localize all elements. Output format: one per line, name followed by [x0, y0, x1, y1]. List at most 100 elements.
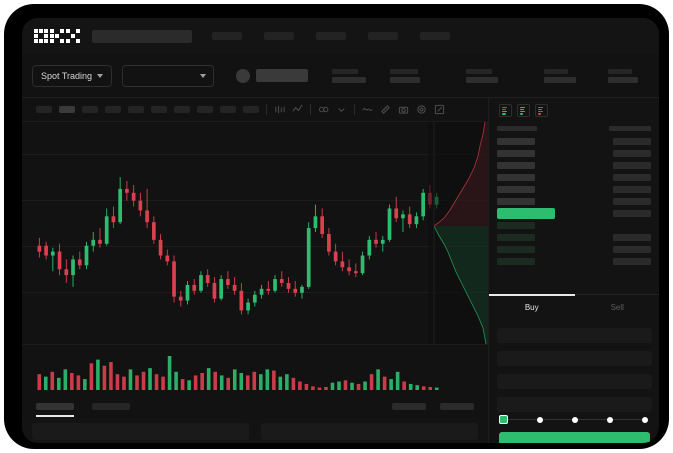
bottom-action-1[interactable] [440, 402, 474, 410]
stat-label [544, 68, 569, 74]
tab-buy[interactable]: Buy [489, 294, 575, 320]
gridline [22, 154, 488, 155]
stat-value [390, 76, 421, 83]
chevron-down-icon [200, 73, 207, 78]
candlestick-chart-icon[interactable] [274, 104, 285, 115]
orderbook-spread-row[interactable] [497, 207, 651, 219]
tab-sell[interactable]: Sell [575, 295, 660, 320]
spot-trading-button[interactable]: Spot Trading [32, 64, 113, 87]
nav-item-1[interactable] [264, 32, 294, 40]
slider-handle[interactable] [499, 415, 508, 424]
order-field-2[interactable] [497, 374, 652, 389]
orderbook-header [497, 126, 651, 131]
candlestick-series [37, 177, 439, 315]
bottom-tab-0[interactable] [36, 402, 74, 417]
slider-stop-100[interactable] [642, 416, 648, 423]
device-bezel: Spot Trading [4, 4, 669, 449]
stat-value [608, 76, 639, 83]
orderbook-ask-row[interactable] [497, 171, 651, 183]
order-field-0[interactable] [497, 328, 652, 343]
orderbook-ask-row[interactable] [497, 183, 651, 195]
timeframe-4[interactable] [128, 106, 144, 113]
orderbook-ask-row[interactable] [497, 147, 651, 159]
timeframe-6[interactable] [174, 106, 190, 113]
bottom-box-1[interactable] [261, 423, 478, 440]
slider-stop-25[interactable] [537, 416, 543, 423]
stat-value [544, 76, 577, 83]
timeframe-3[interactable] [105, 106, 121, 113]
orderbook-bid-row[interactable] [497, 255, 651, 267]
buy-sell-tabs: Buy Sell [489, 294, 659, 320]
depth-chart-overlay [428, 122, 488, 344]
nav-item-0[interactable] [212, 32, 242, 40]
top-navigation-bar [22, 18, 659, 54]
pair-avatar [236, 68, 251, 83]
bottom-bar [22, 418, 488, 443]
timeframe-2[interactable] [82, 106, 98, 113]
timeframe-7[interactable] [197, 106, 213, 113]
timeframe-8[interactable] [220, 106, 236, 113]
search-input[interactable] [92, 29, 192, 43]
ruler-icon[interactable] [380, 104, 391, 115]
orderbook-bids-icon[interactable] [517, 104, 530, 117]
stat-1 [390, 68, 421, 83]
fullscreen-icon[interactable] [434, 104, 445, 115]
orderbook-header-price [497, 126, 537, 131]
stat-label [608, 68, 633, 74]
order-field-1[interactable] [497, 351, 652, 366]
stat-3 [544, 68, 577, 83]
wave-chart-icon[interactable] [362, 104, 373, 115]
indicators-icon[interactable] [318, 104, 329, 115]
gridline [22, 246, 488, 247]
bottom-action-0[interactable] [392, 402, 426, 410]
okx-logo[interactable] [34, 29, 80, 43]
slider-stop-75[interactable] [607, 416, 613, 423]
chevron-down-icon [97, 73, 104, 78]
volume-series [37, 356, 439, 390]
trading-pair-select[interactable] [122, 64, 215, 87]
tab-buy-label: Buy [524, 303, 539, 312]
price-chart[interactable] [22, 122, 488, 344]
chevron-down-icon[interactable] [336, 104, 347, 115]
toolbar-divider [310, 104, 311, 115]
order-field-3[interactable] [497, 397, 652, 412]
timeframe-1[interactable] [59, 106, 75, 113]
timeframe-0[interactable] [36, 106, 52, 113]
bottom-box-0[interactable] [32, 423, 249, 440]
timeframe-5[interactable] [151, 106, 167, 113]
toolbar-divider [354, 104, 355, 115]
stat-label [390, 68, 419, 74]
bottom-tab-1[interactable] [92, 402, 130, 410]
stat-2 [466, 68, 499, 83]
orderbook-bid-row[interactable] [497, 243, 651, 255]
orderbook-both-icon[interactable] [499, 104, 512, 117]
orderbook-header-amount [609, 126, 651, 131]
nav-item-3[interactable] [368, 32, 398, 40]
stat-0 [332, 68, 367, 83]
tab-sell-label: Sell [610, 303, 624, 312]
orderbook-ask-row[interactable] [497, 159, 651, 171]
submit-buy-button[interactable] [499, 432, 650, 443]
orderbook-ask-row[interactable] [497, 195, 651, 207]
nav-item-2[interactable] [316, 32, 346, 40]
orderbook-bid-row[interactable] [497, 219, 651, 231]
line-chart-icon[interactable] [292, 104, 303, 115]
orderbook-ask-row[interactable] [497, 135, 651, 147]
orderbook-panel: Buy Sell [488, 98, 659, 443]
orderbook-bid-row[interactable] [497, 231, 651, 243]
nav-item-4[interactable] [420, 32, 450, 40]
camera-icon[interactable] [398, 104, 409, 115]
gear-icon[interactable] [416, 104, 427, 115]
orderbook-rows [489, 123, 659, 267]
ticker-bar: Spot Trading [22, 54, 659, 98]
orderbook-asks-icon[interactable] [535, 104, 548, 117]
volume-chart [22, 344, 488, 394]
stat-value [332, 76, 367, 83]
stat-label [466, 68, 493, 74]
slider-stop-50[interactable] [572, 416, 578, 423]
amount-slider[interactable] [499, 414, 650, 426]
toolbar-divider [266, 104, 267, 115]
device-screen: Spot Trading [22, 18, 659, 443]
timeframe-9[interactable] [243, 106, 259, 113]
